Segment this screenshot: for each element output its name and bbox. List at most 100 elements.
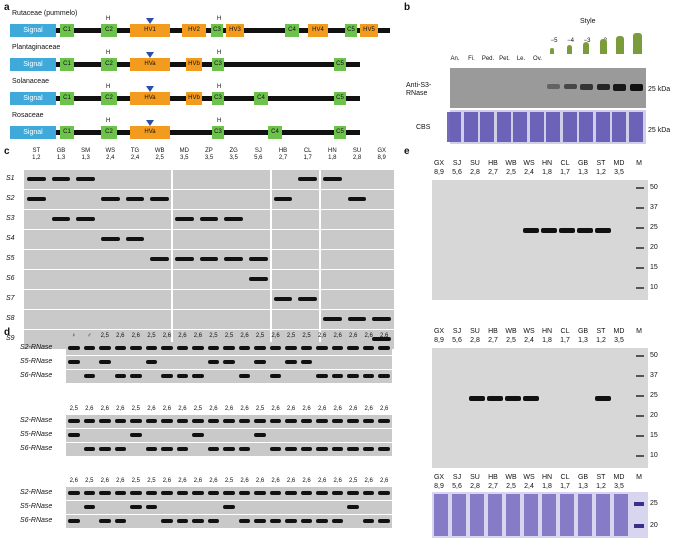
offspring-genotype: 2,5 — [100, 333, 109, 339]
family-name: Solanaceae — [12, 78, 49, 85]
domain-c4: C4 — [285, 24, 299, 37]
lane-genotype: 1,2 — [596, 337, 606, 344]
rnase-band — [378, 447, 390, 451]
lane-genotype: 5,6 — [452, 337, 462, 344]
lane-name: WS — [105, 148, 116, 154]
lane-name: HB — [488, 474, 498, 481]
offspring-genotype: ♀ — [71, 333, 77, 339]
protein-backbone — [10, 96, 360, 101]
rnase-band — [161, 519, 173, 523]
rnase-label: S2-RNase — [20, 417, 53, 424]
lane-genotype: 2,4 — [524, 483, 534, 490]
rnase-band — [362, 519, 375, 523]
allele-band — [298, 177, 317, 181]
lane-name: GB — [577, 328, 589, 335]
rnase-band — [362, 491, 375, 495]
lane-genotype: 8,9 — [434, 337, 444, 344]
domain-c5: C5 — [334, 126, 346, 139]
offspring-genotype: 2,6 — [364, 333, 373, 339]
offspring-genotype: 2,6 — [364, 478, 373, 484]
domain-hvb: HVb — [186, 58, 202, 71]
gel-row — [24, 270, 394, 289]
domain-hva: HVa — [130, 92, 170, 105]
panel-a-label: a — [4, 2, 10, 13]
rnase-label: S2-RNase — [20, 489, 53, 496]
allele-band — [76, 177, 95, 181]
lane-genotype: 2,5 — [155, 155, 164, 161]
lane-name: HB — [278, 148, 288, 154]
rnase-band — [285, 491, 297, 495]
domain-c5: C5 — [334, 58, 346, 71]
family-name: Rosaceae — [12, 112, 44, 119]
lane-name: HN — [541, 160, 553, 167]
lane-genotype: 2,7 — [278, 155, 288, 161]
rnase-band — [145, 491, 158, 495]
lane-name: SU — [470, 328, 480, 335]
lane-name: GB — [56, 148, 66, 154]
lane-genotype: 1,8 — [328, 155, 337, 161]
rnase-band — [68, 519, 80, 523]
protein-band — [629, 84, 643, 91]
lane-name: ST — [596, 474, 606, 481]
rnase-band — [114, 419, 127, 423]
marker-band — [636, 247, 644, 249]
allele-label: S7 — [6, 295, 15, 302]
stain-lane — [529, 112, 544, 142]
rnase-band — [316, 374, 328, 378]
offspring-genotype: 2,6 — [147, 406, 156, 412]
domain-c3: C3 — [211, 24, 223, 37]
domain-c5: C5 — [334, 92, 346, 105]
stain-lane — [434, 494, 448, 536]
offspring-genotype: 2,6 — [271, 333, 280, 339]
rnase-band — [378, 346, 390, 350]
offspring-genotype: 2,5 — [286, 333, 296, 339]
gel-row — [66, 429, 392, 442]
rnase-band — [285, 419, 297, 423]
lane-genotype: 2,8 — [470, 483, 480, 490]
rnase-band — [145, 346, 158, 350]
histidine-mark: H — [106, 118, 111, 124]
offspring-genotype: 2,6 — [271, 478, 280, 484]
offspring-genotype: 2,6 — [302, 478, 311, 484]
allele-band — [273, 297, 293, 301]
protein-backbone — [10, 62, 360, 67]
histidine-mark: H — [106, 84, 111, 90]
lane-label: Ped. — [481, 56, 495, 62]
domain-c2: C2 — [101, 24, 117, 37]
rnase-band — [192, 346, 204, 350]
rnase-band — [99, 346, 111, 350]
rnase-band — [161, 374, 173, 378]
rnase-band — [68, 433, 80, 437]
stain-lane — [480, 112, 494, 142]
rnase-band — [238, 374, 251, 378]
rnase-band — [316, 346, 328, 350]
lane-name: ST — [596, 328, 606, 335]
lane-genotype: 5,6 — [452, 483, 462, 490]
offspring-genotype: 2,6 — [116, 333, 125, 339]
rnase-band — [331, 419, 344, 423]
allele-band — [372, 337, 391, 341]
domain-c1: C1 — [60, 92, 74, 105]
rnase-band — [300, 360, 313, 364]
protein-band — [487, 396, 503, 401]
allele-band — [249, 257, 268, 261]
marker-band — [636, 435, 644, 437]
marker-band — [636, 207, 644, 209]
rnase-band — [254, 419, 266, 423]
lane-name: ST — [32, 148, 41, 154]
lane-genotype: 2,7 — [488, 483, 498, 490]
rnase-band — [362, 447, 375, 451]
domain-c3: C3 — [212, 92, 224, 105]
lane-genotype: 5,6 — [254, 155, 263, 161]
lane-genotype: 1,7 — [560, 169, 570, 176]
rnase-band — [68, 360, 80, 364]
lane-label: Le. — [516, 56, 526, 62]
allele-band — [150, 197, 169, 201]
rnase-label: S5-RNase — [20, 503, 53, 510]
rnase-band — [176, 519, 189, 523]
rnase-band — [68, 419, 80, 423]
lane-name: WB — [505, 474, 517, 481]
lane-name: ST — [596, 160, 606, 167]
marker-band — [634, 502, 644, 506]
rnase-band — [192, 419, 204, 423]
